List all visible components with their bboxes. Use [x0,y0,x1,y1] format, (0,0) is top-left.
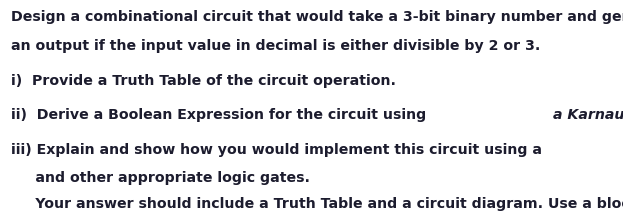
Text: an output if the input value in decimal is either divisible by 2 or 3.: an output if the input value in decimal … [11,39,541,53]
Text: Design a combinational circuit that would take a 3-bit binary number and generat: Design a combinational circuit that woul… [11,10,623,24]
Text: a Karnaugh Map: a Karnaugh Map [553,108,623,123]
Text: iii) Explain and show how you would implement this circuit using a: iii) Explain and show how you would impl… [11,143,547,157]
Text: ii)  Derive a Boolean Expression for the circuit using: ii) Derive a Boolean Expression for the … [11,108,431,123]
Text: i)  Provide a Truth Table of the circuit operation.: i) Provide a Truth Table of the circuit … [11,74,396,88]
Text: Your answer should include a Truth Table and a circuit diagram. Use a block: Your answer should include a Truth Table… [11,197,623,212]
Text: and other appropriate logic gates.: and other appropriate logic gates. [11,171,310,186]
